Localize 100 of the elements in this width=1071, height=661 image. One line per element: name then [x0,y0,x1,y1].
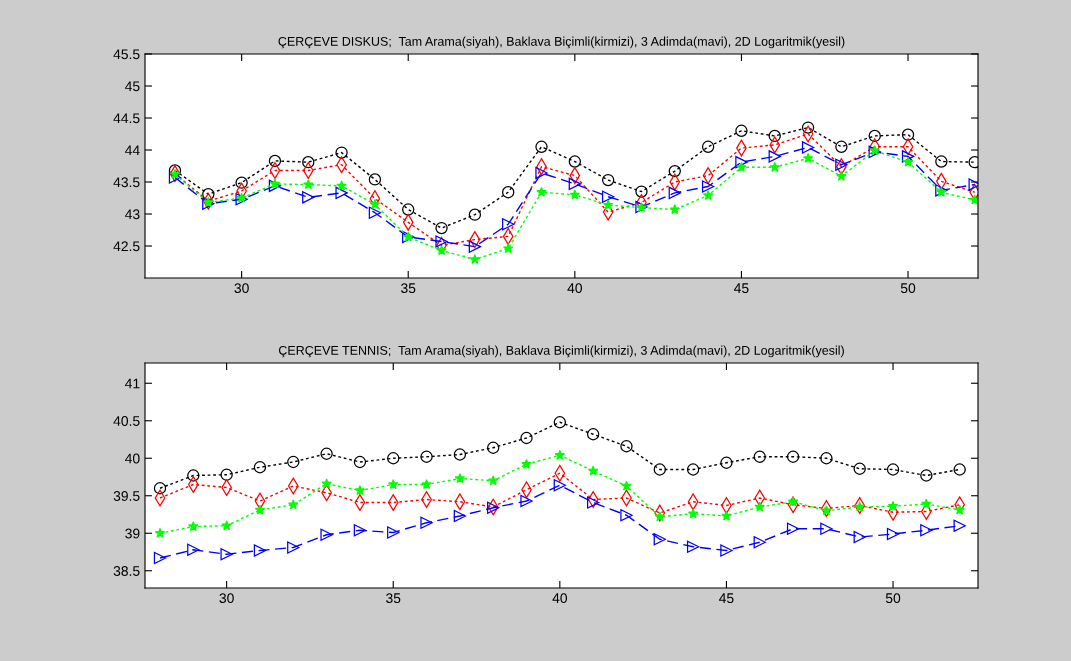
point [168,171,182,184]
point [620,509,633,522]
point [569,189,581,200]
point [487,441,500,454]
point [287,541,300,554]
point [354,494,366,511]
point [303,179,314,190]
point [935,155,948,168]
point [753,450,766,463]
x-tick-label: 35 [401,283,416,294]
point [735,155,748,169]
point [287,455,300,469]
point [920,469,933,482]
point [601,190,615,203]
x-tick-label: 45 [734,283,749,294]
point [336,180,347,191]
point [535,140,548,153]
point [601,173,615,187]
point [653,463,666,476]
point [653,533,666,546]
point [635,185,648,198]
point [701,140,715,153]
point [786,522,800,535]
x-tick-label: 30 [234,283,249,294]
point [602,199,614,210]
point [887,500,899,511]
point [254,504,266,515]
y-tick-label: 39.5 [113,491,140,501]
point [268,179,282,193]
point [354,485,366,496]
point [587,465,599,476]
point [320,528,333,541]
y-tick-label: 43 [125,209,140,220]
point [502,186,515,199]
point [435,221,448,235]
point [187,469,200,482]
point [536,186,547,197]
point [553,416,567,429]
point [754,501,766,512]
point [821,505,832,516]
point [453,509,467,523]
point [920,524,933,537]
point [302,191,315,204]
point [768,150,781,163]
point [353,455,367,469]
point [901,128,915,141]
point [902,156,914,167]
x-tick-label: 30 [219,593,234,604]
y-tick-label: 40 [125,453,140,464]
point [502,218,515,231]
point [353,524,367,537]
point [686,540,700,553]
point [368,206,382,219]
point [202,187,215,201]
y-tick-label: 41 [125,378,140,389]
point [735,124,748,137]
point [420,516,433,529]
point [954,504,965,515]
y-tick-label: 45.5 [113,49,140,60]
y-tick-label: 39 [125,528,140,539]
point [953,519,966,532]
point [836,170,847,181]
point [787,496,799,507]
point [521,458,532,469]
point [468,240,482,253]
point [387,526,400,539]
point [901,150,915,163]
point [187,476,199,493]
point [220,548,233,561]
point [686,463,700,476]
point [701,180,715,193]
point [520,494,533,508]
point [768,129,781,143]
point [454,473,466,484]
point [420,450,433,463]
point [335,186,348,200]
point [702,189,714,200]
point [320,447,333,460]
point [769,161,780,172]
point [886,527,900,541]
point [568,177,582,191]
point [169,168,181,179]
x-tick-label: 35 [386,593,401,604]
point [387,494,399,511]
point [402,203,415,216]
point [668,164,681,178]
point [368,173,382,186]
point [253,461,267,474]
point [801,121,815,134]
point [554,449,566,460]
point [736,161,747,172]
point [868,129,881,143]
point [369,198,381,209]
point [820,522,833,535]
point [654,511,666,522]
point [520,431,533,445]
point [153,551,167,565]
point [620,440,633,453]
point [753,536,766,549]
point [387,452,400,465]
